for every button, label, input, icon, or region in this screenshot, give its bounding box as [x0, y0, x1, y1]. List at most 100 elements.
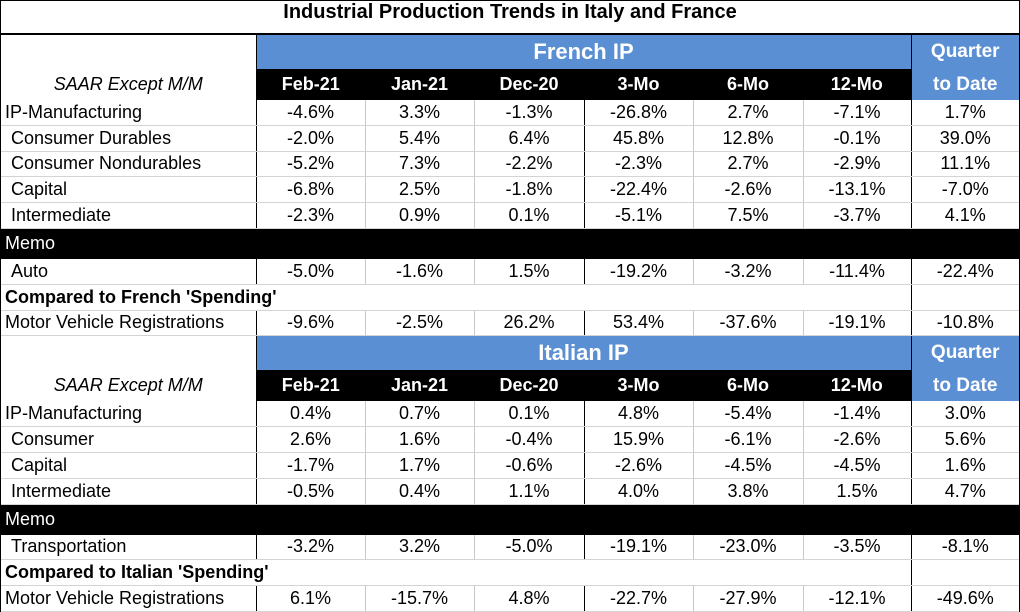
data-cell: 1.5% [473, 258, 584, 285]
section-title: Italian IP [255, 335, 911, 371]
data-cell: -37.6% [692, 310, 803, 337]
data-cell: 1.1% [473, 478, 584, 505]
data-cell: -27.9% [692, 585, 803, 612]
data-cell: -3.5% [802, 534, 911, 561]
column-header-row: SAAR Except M/M Feb-21 Jan-21 Dec-20 3-Mo 6-M… [1, 370, 1019, 402]
data-cell: -4.5% [802, 452, 911, 479]
column-header: Jan-21 [365, 69, 474, 100]
data-cell: 4.8% [583, 401, 693, 428]
data-cell: 4.7% [910, 478, 1019, 505]
data-cell: -1.6% [364, 258, 474, 285]
data-cell: 5.6% [910, 426, 1019, 453]
data-cell: -2.9% [802, 151, 911, 178]
data-cell: -49.6% [910, 585, 1019, 612]
data-cell: 2.6% [255, 426, 365, 453]
data-cell: -6.8% [255, 176, 365, 204]
compared-label: Compared to French 'Spending' [1, 284, 277, 311]
data-cell: 4.0% [583, 478, 693, 505]
data-cell: 0.1% [473, 401, 584, 428]
row-label: Consumer Durables [1, 125, 256, 152]
data-cell: 6.4% [473, 125, 584, 152]
data-cell: 45.8% [583, 125, 693, 152]
data-cell: -10.8% [910, 310, 1019, 337]
empty-cell [693, 559, 803, 587]
compared-data-row: Motor Vehicle Registrations 6.1% -15.7% 4.8… [1, 585, 1019, 612]
empty-cell [584, 284, 693, 311]
data-cell: 3.3% [364, 100, 474, 126]
column-header: Jan-21 [365, 370, 474, 402]
header-blank-cell [1, 335, 256, 371]
memo-label: Memo [1, 228, 1019, 259]
column-header-row: SAAR Except M/M Feb-21 Jan-21 Dec-20 3-Mo 6-M… [1, 69, 1019, 100]
header-blank-cell [1, 34, 256, 69]
data-cell: -4.5% [692, 452, 803, 479]
data-cell: 2.7% [692, 100, 803, 126]
memo-row: Memo [1, 228, 1019, 259]
data-cell: -23.0% [692, 534, 803, 561]
data-cell: 15.9% [583, 426, 693, 453]
data-cell: -7.0% [910, 176, 1019, 204]
data-cell: 6.1% [255, 585, 365, 612]
data-cell: 0.9% [364, 202, 474, 229]
data-cell: -13.1% [802, 176, 911, 204]
data-cell: -1.7% [255, 452, 365, 479]
data-row: Capital -6.8% 2.5% -1.8% -22.4% -2.6% -13.1% -7… [1, 176, 1019, 204]
data-cell: 0.4% [364, 478, 474, 505]
column-header: 12-Mo [803, 69, 911, 100]
data-cell: 4.8% [473, 585, 584, 612]
data-cell: 1.6% [364, 426, 474, 453]
data-row: Capital -1.7% 1.7% -0.6% -2.6% -4.5% -4.5% 1.6% [1, 452, 1019, 479]
data-cell: -22.4% [583, 176, 693, 204]
data-cell: -8.1% [910, 534, 1019, 561]
data-cell: 39.0% [910, 125, 1019, 152]
data-cell: -22.7% [583, 585, 693, 612]
data-row: IP-Manufacturing 0.4% 0.7% 0.1% 4.8% -5.4% -1.… [1, 401, 1019, 428]
data-cell: 12.8% [692, 125, 803, 152]
data-cell: 5.4% [364, 125, 474, 152]
data-cell: 3.2% [364, 534, 474, 561]
ip-trends-table: French IP Quarter SAAR Except M/M Feb-21 Jan… [1, 34, 1019, 612]
row-label: Intermediate [1, 478, 256, 505]
data-row: Intermediate -0.5% 0.4% 1.1% 4.0% 3.8% 1.5% 4.7… [1, 478, 1019, 505]
data-cell: 1.7% [910, 100, 1019, 126]
data-cell: -0.4% [473, 426, 584, 453]
quarter-to-date-header-2: to Date [910, 370, 1019, 402]
row-label: IP-Manufacturing [1, 100, 256, 126]
empty-cell [256, 284, 365, 311]
data-cell: 2.5% [364, 176, 474, 204]
data-cell: -2.3% [583, 151, 693, 178]
memo-data-row: Auto -5.0% -1.6% 1.5% -19.2% -3.2% -11.4% -22.4… [1, 258, 1019, 285]
quarter-to-date-header: Quarter [910, 335, 1019, 371]
empty-cell [910, 559, 1019, 587]
column-header: Dec-20 [474, 370, 584, 402]
compared-label-row: Compared to French 'Spending' [1, 284, 1019, 311]
data-cell: 26.2% [473, 310, 584, 337]
data-cell: 1.5% [802, 478, 911, 505]
row-label: Consumer [1, 426, 256, 453]
column-header: Dec-20 [474, 69, 584, 100]
data-row: Consumer Durables -2.0% 5.4% 6.4% 45.8% 12.8%… [1, 125, 1019, 152]
data-cell: -3.2% [692, 258, 803, 285]
data-cell: -6.1% [692, 426, 803, 453]
memo-label: Memo [1, 504, 1019, 535]
data-cell: -2.2% [473, 151, 584, 178]
column-header: Feb-21 [255, 69, 365, 100]
data-cell: -0.1% [802, 125, 911, 152]
column-header: 3-Mo [584, 370, 693, 402]
column-header: 12-Mo [803, 370, 911, 402]
data-cell: -2.0% [255, 125, 365, 152]
data-cell: -19.1% [802, 310, 911, 337]
section-header-row: French IP Quarter [1, 34, 1019, 69]
data-cell: 0.4% [255, 401, 365, 428]
table-title: Industrial Production Trends in Italy an… [1, 1, 1019, 34]
data-cell: -15.7% [364, 585, 474, 612]
data-cell: -12.1% [802, 585, 911, 612]
quarter-to-date-header: Quarter [910, 34, 1019, 69]
column-header: Feb-21 [255, 370, 365, 402]
memo-row: Memo [1, 504, 1019, 535]
data-cell: -2.6% [692, 176, 803, 204]
empty-cell [256, 559, 365, 587]
data-cell: 0.1% [473, 202, 584, 229]
data-cell: -22.4% [910, 258, 1019, 285]
column-header: 6-Mo [693, 69, 803, 100]
